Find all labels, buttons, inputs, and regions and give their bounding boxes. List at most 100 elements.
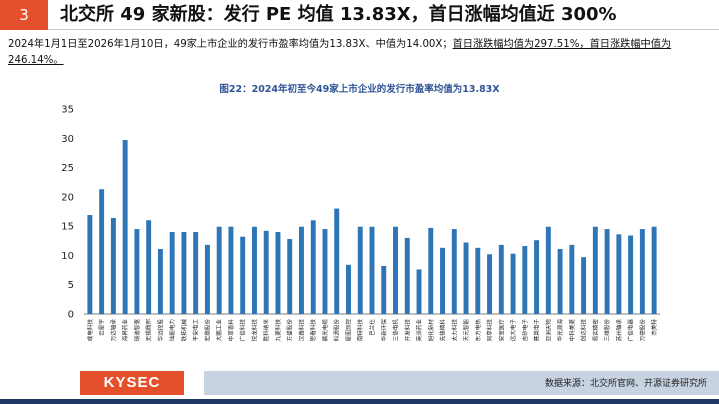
x-tick-label: 开发科技 <box>403 319 411 342</box>
x-tick-label: 铁拓机械 <box>180 319 188 342</box>
bar <box>451 229 457 314</box>
x-tick-label: 赛英电子 <box>533 319 541 342</box>
x-tick-label: 方盛股份 <box>286 319 294 342</box>
section-number: 3 <box>0 0 48 30</box>
bar <box>287 239 293 314</box>
bar <box>146 220 152 314</box>
bar <box>263 230 269 314</box>
x-tick-label: 胜科纳米 <box>262 319 270 342</box>
bar <box>357 226 363 314</box>
footer-bar <box>0 399 719 404</box>
bar <box>299 226 304 314</box>
summary-part2: 首日涨跌幅均值为297.51%，首日涨跌幅中值为246.14%。 <box>8 39 672 66</box>
x-tick-label: 同享科技 <box>486 319 494 342</box>
header-divider <box>48 29 719 30</box>
bar <box>228 226 234 314</box>
x-tick-label: 华远控股 <box>156 319 164 342</box>
bar <box>122 140 128 314</box>
y-tick-label: 20 <box>61 192 74 203</box>
bar <box>322 229 328 314</box>
bar <box>404 237 410 314</box>
x-tick-label: 万德股份 <box>638 319 646 342</box>
summary-part1: 2024年1月1日至2026年1月10日，49家上市企业的发行市盈率均值为13.… <box>8 39 453 50</box>
x-tick-label: 星图测控 <box>344 319 352 342</box>
x-tick-label: 创达科技 <box>580 319 588 342</box>
x-tick-label: 汉鑫科技 <box>297 319 305 342</box>
x-tick-label: 云星宇 <box>98 319 106 336</box>
bar-chart: 0 5 10 15 20 25 30 35 成电科技 云星宇 万达轴承 海昇药业 瑞迪智驱 无锡鼎邦 华远… <box>61 105 660 342</box>
x-tick-label: 远大电子 <box>509 319 517 342</box>
chart-title: 图22：2024年初至今49家上市企业的发行市盈率均值为13.83X <box>219 84 500 95</box>
x-tick-label: 广信电器 <box>627 319 635 342</box>
x-tick-label: 中科美菱 <box>568 319 576 342</box>
y-tick-label: 15 <box>61 222 74 233</box>
bar <box>522 246 528 314</box>
bar <box>557 248 563 314</box>
x-tick-label: 三协电机 <box>392 319 400 342</box>
x-tick-label: 巴兰仕 <box>368 319 376 336</box>
bar <box>534 240 540 314</box>
bar <box>592 226 598 314</box>
footer-band <box>204 371 719 395</box>
y-tick-label: 0 <box>68 310 74 321</box>
bar <box>169 232 175 314</box>
x-tick-label: 宏鼎股份 <box>203 319 211 342</box>
x-tick-label: 思看科技 <box>309 319 317 342</box>
bar <box>510 253 516 314</box>
x-tick-label: 广信科技 <box>239 319 247 342</box>
x-tick-label: 晨光电缆 <box>321 319 329 342</box>
bar <box>475 247 481 314</box>
bar <box>628 235 634 314</box>
x-tick-label: 九菱科技 <box>274 319 282 342</box>
x-tick-label: 无锡鼎邦 <box>145 319 153 342</box>
x-tick-label: 海昇药业 <box>121 319 129 342</box>
slide-title: 北交所 49 家新股：发行 PE 均值 13.83X，首日涨幅均值近 300% <box>60 4 617 25</box>
bar <box>381 265 387 314</box>
x-tick-label: 东方电热 <box>474 319 482 342</box>
x-tick-label: 苏州轴承 <box>615 319 623 342</box>
x-tick-label: 吉矽电子 <box>521 319 529 342</box>
summary-text: 2024年1月1日至2026年1月10日，49家上市企业的发行市盈率均值为13.… <box>8 37 712 69</box>
bar <box>651 226 657 314</box>
bar <box>581 257 587 314</box>
x-tick-label: 易实精密 <box>591 319 599 342</box>
bar <box>639 229 645 314</box>
bar <box>87 215 93 314</box>
x-tick-label: 杰美特 <box>650 319 658 336</box>
bar <box>99 189 105 314</box>
x-tick-label: 成电科技 <box>86 319 94 342</box>
x-tick-label: 先锋精科 <box>439 319 447 342</box>
bar <box>334 208 340 314</box>
bar <box>346 264 351 314</box>
bar <box>440 247 445 314</box>
bar <box>393 226 398 314</box>
bar <box>487 254 493 314</box>
bar <box>204 244 210 314</box>
x-axis-labels: 成电科技 云星宇 万达轴承 海昇药业 瑞迪智驱 无锡鼎邦 华远控股 灿能电力 铁拓机械 平安电工宏… <box>86 319 658 342</box>
bar <box>193 232 199 314</box>
bar <box>498 244 504 314</box>
x-tick-label: 安宝医疗 <box>497 319 505 342</box>
y-tick-label: 35 <box>61 105 74 116</box>
y-tick-label: 25 <box>61 163 74 174</box>
bar <box>240 236 246 314</box>
bar <box>157 248 163 314</box>
x-tick-label: 万达轴承 <box>109 319 117 342</box>
bar <box>428 227 434 314</box>
x-tick-label: 华光源海 <box>556 319 564 342</box>
x-tick-label: 天元智能 <box>462 319 470 342</box>
x-tick-label: 南特科技 <box>356 319 364 342</box>
x-tick-label: 旭化新材 <box>427 319 435 342</box>
x-tick-label: 亚洲天物 <box>544 319 552 342</box>
x-tick-label: 灿能电力 <box>168 319 176 342</box>
data-source: 数据来源：北交所官网、开源证券研究所 <box>544 379 707 389</box>
kysec-logo: KYSEC <box>80 371 184 395</box>
x-tick-label: 大鹏工业 <box>215 319 223 342</box>
bar <box>604 229 610 314</box>
bar <box>216 226 222 314</box>
x-tick-label: 科源股份 <box>333 319 341 342</box>
bar <box>251 226 257 314</box>
x-tick-label: 太力科技 <box>450 319 458 342</box>
x-tick-label: 中草香料 <box>227 319 235 342</box>
x-tick-label: 三维股份 <box>603 319 611 342</box>
